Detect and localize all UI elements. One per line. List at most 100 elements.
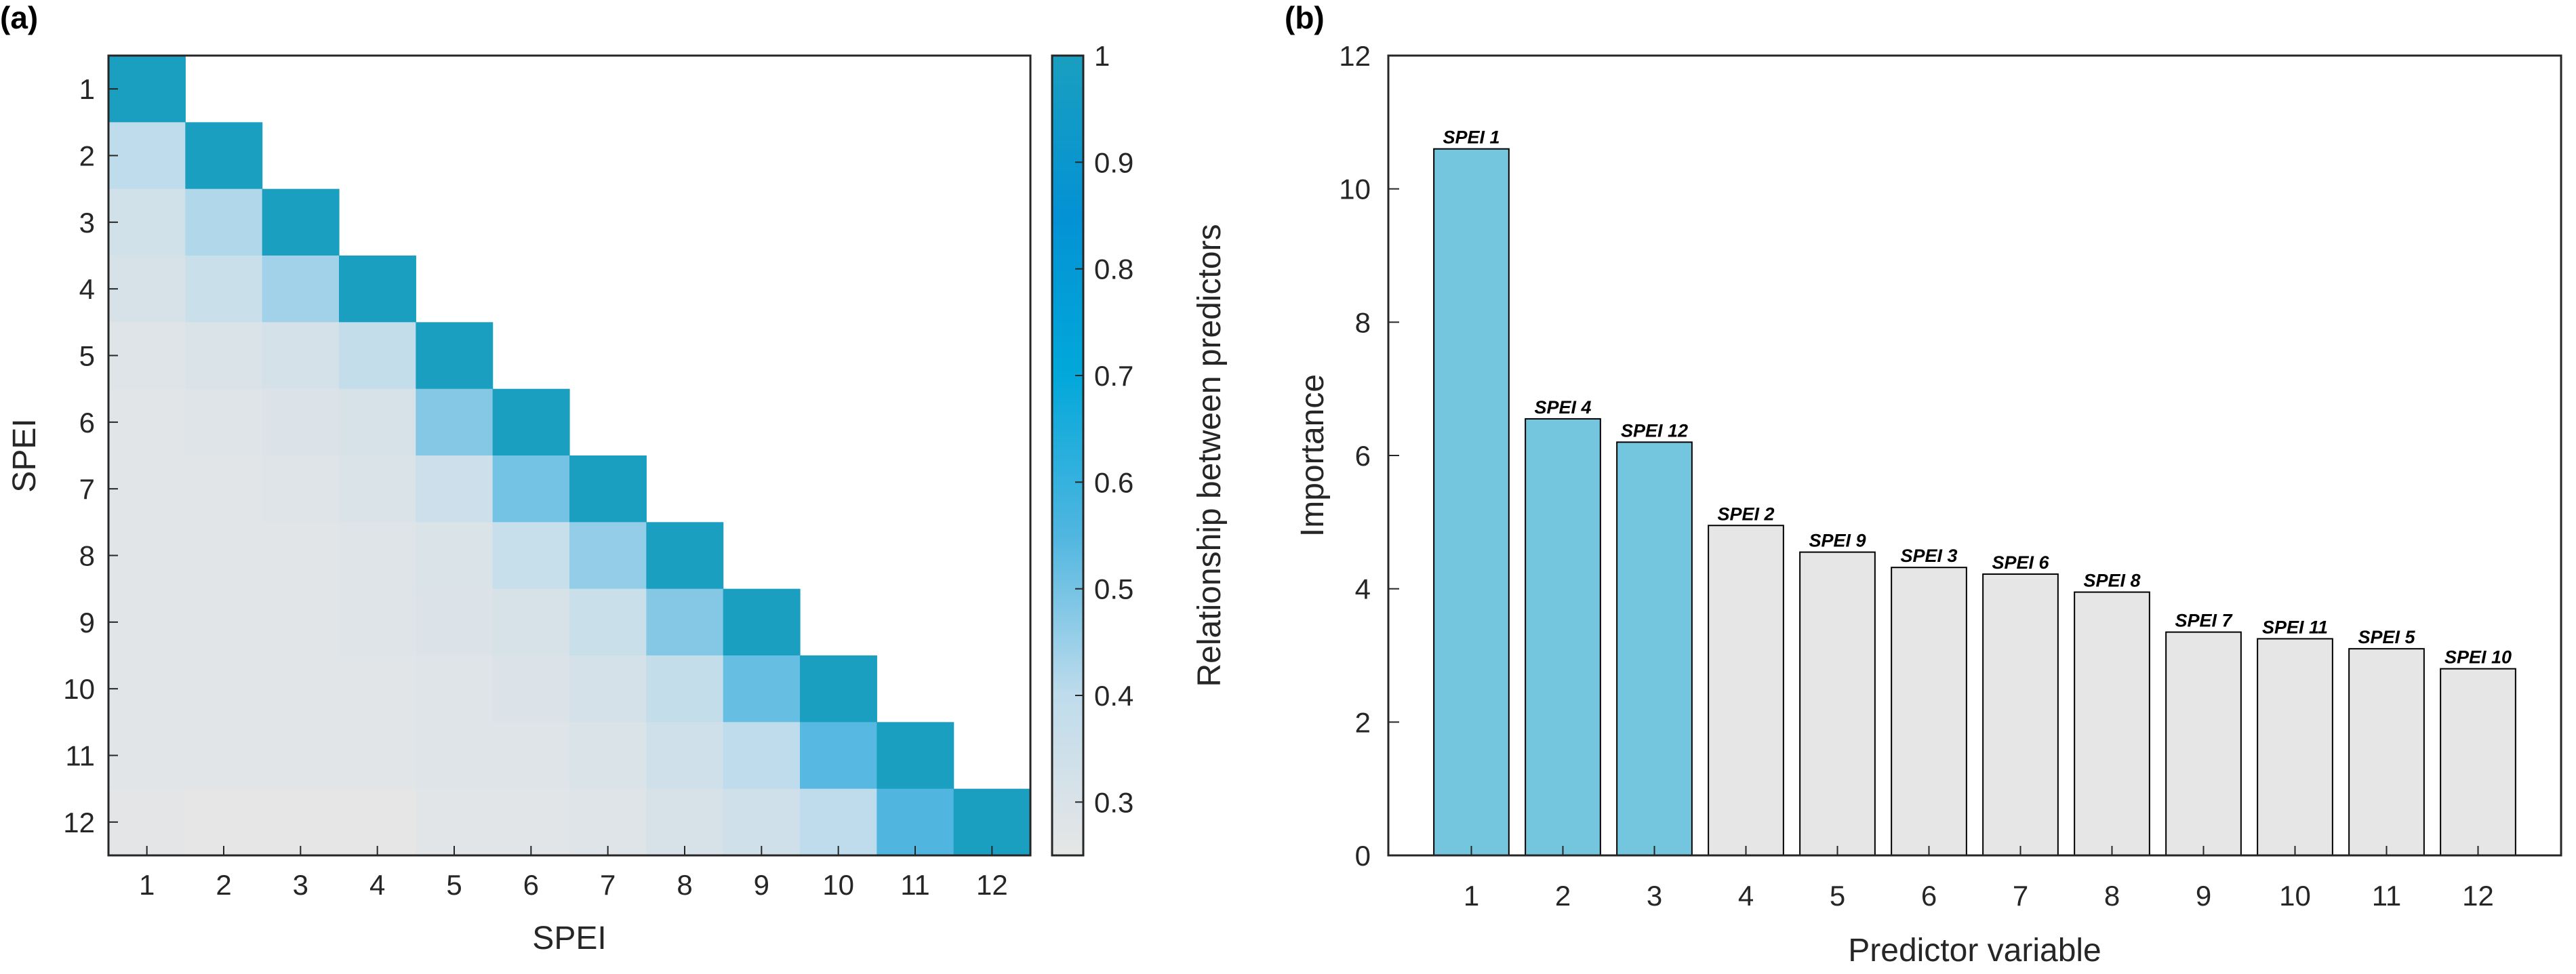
heatmap-cell-2-2 (185, 122, 263, 190)
heatmap-cell-10-5 (416, 655, 494, 723)
heatmap-cell-10-10 (800, 655, 877, 723)
heatmap-cell-12-9 (723, 788, 801, 856)
bar-11 (2348, 648, 2425, 856)
bar-1 (1433, 148, 1510, 856)
bar-x-tick-label: 3 (1647, 880, 1662, 912)
colorbar-title: Relationship between predictors (1192, 224, 1228, 687)
heatmap-cell-9-7 (569, 588, 647, 656)
heatmap-cell-9-6 (492, 588, 570, 656)
bar-data-label: SPEI 7 (2175, 611, 2233, 631)
heatmap-cell-10-9 (723, 655, 801, 723)
heatmap-cell-8-4 (339, 522, 416, 590)
colorbar-tick-label: 0.8 (1094, 253, 1133, 285)
heatmap-cell-12-5 (416, 788, 494, 856)
colorbar-tick-label: 1 (1094, 40, 1110, 72)
heatmap-y-tick-label: 4 (79, 273, 95, 305)
colorbar-tick-label: 0.6 (1094, 466, 1133, 498)
bar-data-label: SPEI 5 (2358, 627, 2415, 647)
heatmap-x-tick-label: 5 (446, 869, 462, 901)
heatmap-x-tick-label: 8 (677, 869, 692, 901)
colorbar-ticks: 0.3 0.4 0.5 0.6 0.7 0.8 0.9 1 (1075, 40, 1133, 818)
heatmap-cell-11-8 (646, 722, 724, 790)
bar-x-title: Predictor variable (1848, 933, 2101, 969)
colorbar-tick-label: 0.9 (1094, 146, 1133, 178)
bar-data-label: SPEI 4 (1534, 397, 1591, 418)
heatmap-cell-11-7 (569, 722, 647, 790)
heatmap-cell-12-8 (646, 788, 724, 856)
bar-data-label: SPEI 9 (1809, 531, 1866, 551)
bar-3 (1616, 441, 1693, 856)
bar-y-tick-label: 2 (1355, 706, 1371, 738)
heatmap-cell-10-3 (262, 655, 340, 723)
heatmap-cell-5-3 (262, 322, 340, 390)
heatmap-cell-10-6 (492, 655, 570, 723)
heatmap-y-tick-label: 6 (79, 407, 95, 439)
bar-x-ticks: 1 2 3 4 5 6 7 8 9 10 11 12 (1464, 846, 2494, 912)
bar-data-label: SPEI 12 (1621, 420, 1688, 441)
heatmap-cell-9-5 (416, 588, 494, 656)
heatmap-cell-6-1 (108, 388, 186, 456)
heatmap-cell-7-1 (108, 455, 186, 523)
heatmap-cell-10-1 (108, 655, 186, 723)
bar-data-label: SPEI 6 (1992, 552, 2049, 573)
bar-10 (2257, 638, 2333, 856)
heatmap-cell-5-5 (416, 322, 494, 390)
heatmap-cell-7-7 (569, 455, 647, 523)
colorbar (1051, 54, 1085, 857)
heatmap-cell-5-4 (339, 322, 416, 390)
heatmap-cell-11-11 (877, 722, 954, 790)
bar-x-tick-label: 12 (2462, 880, 2494, 912)
heatmap-cell-10-2 (185, 655, 263, 723)
heatmap-y-tick-label: 1 (79, 73, 95, 105)
heatmap-cell-9-3 (262, 588, 340, 656)
heatmap-cell-2-1 (108, 122, 186, 190)
bar-y-tick-label: 8 (1355, 306, 1371, 338)
bar-x-tick-label: 8 (2104, 880, 2120, 912)
heatmap-x-tick-label: 12 (976, 869, 1008, 901)
bar-data-label: SPEI 1 (1443, 127, 1500, 148)
heatmap-cell-11-9 (723, 722, 801, 790)
bar-y-title: Importance (1295, 374, 1331, 537)
heatmap-cell-7-2 (185, 455, 263, 523)
heatmap-cell-6-6 (492, 388, 570, 456)
heatmap-cell-10-7 (569, 655, 647, 723)
heatmap-y-tick-label: 11 (65, 740, 95, 772)
heatmap-cell-7-6 (492, 455, 570, 523)
heatmap-x-tick-label: 2 (216, 869, 231, 901)
heatmap-cell-6-2 (185, 388, 263, 456)
heatmap-cell-11-3 (262, 722, 340, 790)
bar-data-label: SPEI 11 (2262, 617, 2328, 637)
bar-series: SPEI 1 SPEI 4 SPEI 12 SPEI 2 SPEI 9 SPEI 3 SPE… (1433, 127, 2516, 857)
heatmap-x-tick-label: 1 (139, 869, 155, 901)
heatmap-cell-8-8 (646, 522, 724, 590)
bar-data-label: SPEI 3 (1900, 546, 1957, 566)
heatmap-cell-4-1 (108, 256, 186, 323)
heatmap-cell-7-3 (262, 455, 340, 523)
heatmap-x-tick-label: 10 (822, 869, 854, 901)
heatmap-cell-8-7 (569, 522, 647, 590)
heatmap-cell-6-3 (262, 388, 340, 456)
heatmap-cell-3-3 (262, 188, 340, 256)
bar-x-tick-label: 6 (1921, 880, 1937, 912)
heatmap-cell-9-4 (339, 588, 416, 656)
bar-y-tick-label: 10 (1339, 174, 1371, 205)
bar-y-ticks: 0 2 4 6 8 10 12 (1339, 40, 1399, 872)
heatmap-cell-12-2 (185, 788, 263, 856)
heatmap-cell-3-2 (185, 188, 263, 256)
panel-b-label: (b) (1285, 0, 1325, 35)
bar-4 (1708, 525, 1784, 856)
heatmap-cell-11-6 (492, 722, 570, 790)
bar-x-tick-label: 4 (1738, 880, 1754, 912)
heatmap-cell-11-1 (108, 722, 186, 790)
colorbar-tick-label: 0.3 (1094, 786, 1133, 818)
heatmap-frame (107, 54, 1032, 857)
bar-x-tick-label: 1 (1464, 880, 1479, 912)
bar-x-tick-label: 5 (1830, 880, 1845, 912)
colorbar-tick-label: 0.5 (1094, 573, 1133, 605)
heatmap-cell-4-4 (339, 256, 416, 323)
heatmap-cell-12-1 (108, 788, 186, 856)
bar-data-label: SPEI 10 (2444, 647, 2512, 668)
bar-x-tick-label: 7 (2013, 880, 2028, 912)
heatmap-y-tick-label: 9 (79, 607, 95, 638)
